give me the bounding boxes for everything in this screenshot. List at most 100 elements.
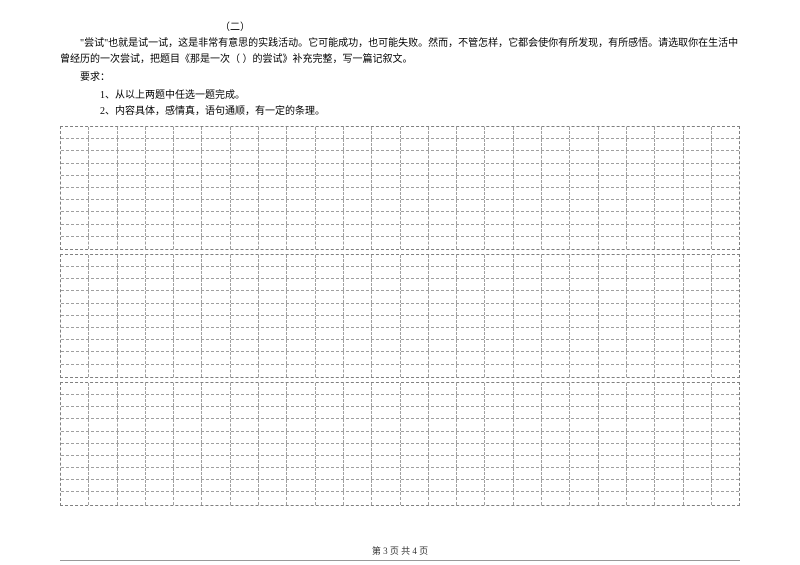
grid-cell [429,365,457,377]
grid-cell [259,164,287,175]
grid-cell [429,316,457,327]
grid-cell [514,456,542,467]
grid-cell [514,316,542,327]
grid-cell [89,237,117,249]
grid-cell [485,383,513,394]
grid-cell [655,176,683,187]
grid-cell [344,176,372,187]
grid-cell [570,291,598,302]
grid-cell [61,432,89,443]
grid-cell [61,365,89,377]
grid-cell [457,480,485,491]
grid-cell [287,176,315,187]
grid-cell [316,468,344,479]
grid-cell [231,291,259,302]
grid-cell [712,176,739,187]
grid-cell [485,419,513,430]
grid-cell [570,304,598,315]
grid-cell [118,267,146,278]
grid-cell [259,188,287,199]
grid-cell [372,291,400,302]
grid-cell [146,480,174,491]
grid-cell [231,188,259,199]
grid-cell [259,468,287,479]
grid-cell [542,432,570,443]
grid-cell [61,456,89,467]
grid-cell [89,365,117,377]
grid-cell [89,456,117,467]
grid-cell [570,267,598,278]
grid-cell [316,395,344,406]
grid-cell [429,340,457,351]
grid-cell [514,255,542,266]
grid-cell [684,480,712,491]
grid-row [61,237,739,249]
grid-cell [570,352,598,363]
grid-cell [118,316,146,327]
grid-cell [344,279,372,290]
grid-cell [542,328,570,339]
grid-cell [457,444,485,455]
grid-cell [514,200,542,211]
grid-cell [599,237,627,249]
grid-cell [684,456,712,467]
grid-cell [174,383,202,394]
grid-cell [287,492,315,504]
grid-cell [316,352,344,363]
grid-cell [655,255,683,266]
grid-cell [627,151,655,162]
grid-cell [344,352,372,363]
grid-cell [599,407,627,418]
grid-cell [231,255,259,266]
grid-cell [344,151,372,162]
grid-cell [372,164,400,175]
grid-cell [655,352,683,363]
grid-cell [287,468,315,479]
grid-cell [627,468,655,479]
grid-cell [174,492,202,504]
grid-row [61,176,739,188]
grid-cell [570,419,598,430]
grid-cell [174,419,202,430]
grid-cell [627,237,655,249]
grid-cell [202,468,230,479]
grid-cell [231,328,259,339]
grid-cell [401,328,429,339]
grid-cell [61,340,89,351]
grid-cell [287,237,315,249]
grid-cell [684,407,712,418]
grid-cell [712,444,739,455]
grid-cell [259,444,287,455]
grid-cell [599,212,627,223]
grid-cell [485,279,513,290]
grid-cell [542,164,570,175]
grid-cell [570,127,598,138]
grid-cell [231,365,259,377]
grid-cell [146,340,174,351]
grid-cell [372,328,400,339]
grid-cell [684,200,712,211]
grid-cell [118,225,146,236]
requirement-item-1: 1、从以上两题中任选一题完成。 [60,88,740,104]
grid-cell [174,225,202,236]
grid-cell [627,480,655,491]
grid-cell [61,237,89,249]
grid-cell [712,200,739,211]
grid-row [61,365,739,377]
grid-cell [514,352,542,363]
grid-cell [146,316,174,327]
grid-cell [316,291,344,302]
grid-cell [344,291,372,302]
grid-cell [89,279,117,290]
grid-cell [89,468,117,479]
grid-cell [599,267,627,278]
grid-cell [372,480,400,491]
grid-cell [514,383,542,394]
grid-row [61,304,739,316]
grid-cell [542,383,570,394]
grid-cell [457,212,485,223]
grid-cell [570,188,598,199]
grid-cell [89,151,117,162]
grid-row [61,492,739,504]
grid-cell [655,395,683,406]
